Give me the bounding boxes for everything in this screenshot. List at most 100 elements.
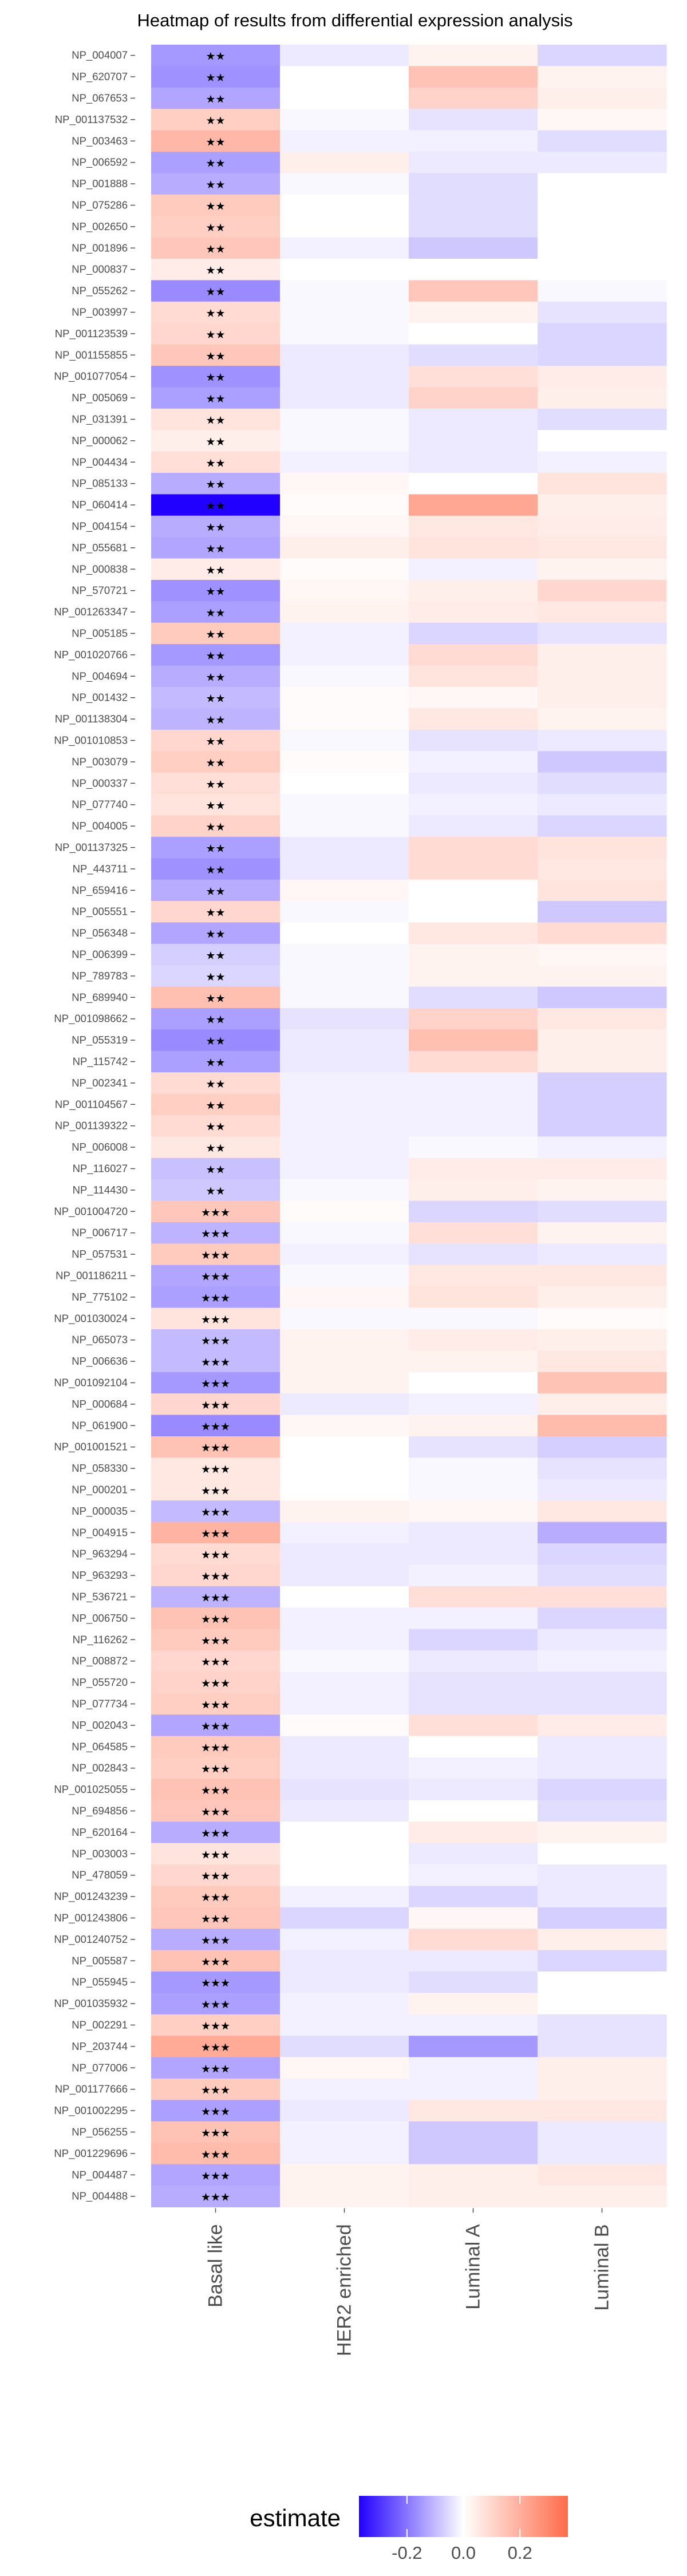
row-label: NP_536721 [72, 1591, 128, 1603]
heatmap-cell [538, 1415, 667, 1437]
heatmap-cell [409, 1222, 538, 1244]
row-label: NP_006399 [72, 949, 128, 961]
heatmap-cell [151, 1415, 281, 1437]
heatmap-cell [409, 430, 538, 452]
heatmap-cell [151, 237, 281, 259]
heatmap-cell [409, 858, 538, 880]
heatmap-cell [151, 537, 281, 559]
significance-label: ★★★ [201, 1613, 230, 1626]
heatmap-cell [538, 173, 667, 195]
heatmap-cell [409, 1714, 538, 1737]
row-label: NP_116262 [73, 1633, 128, 1646]
heatmap-cell [538, 1693, 667, 1715]
heatmap-cell [409, 216, 538, 238]
heatmap-cell [538, 2100, 667, 2122]
heatmap-cell [280, 1757, 409, 1779]
heatmap-cell [280, 45, 409, 66]
heatmap-cell [538, 2121, 667, 2143]
significance-label: ★★ [206, 479, 225, 491]
heatmap-cell [151, 1350, 281, 1373]
row-label: NP_060414 [72, 499, 128, 511]
heatmap-cell [538, 259, 667, 280]
heatmap-cell [280, 1115, 409, 1137]
heatmap-cell [280, 1179, 409, 1202]
heatmap-cell [151, 259, 281, 280]
heatmap-cell [280, 2121, 409, 2143]
heatmap-cell [538, 344, 667, 366]
significance-label: ★★ [206, 521, 225, 534]
significance-label: ★★★ [201, 1292, 230, 1305]
row-label: NP_963293 [72, 1569, 128, 1582]
heatmap-cell [280, 901, 409, 923]
heatmap-cell [538, 66, 667, 88]
significance-label: ★★★ [201, 1934, 230, 1947]
heatmap-cell [280, 152, 409, 173]
heatmap-cell [280, 173, 409, 195]
row-label: NP_077734 [72, 1698, 128, 1710]
row-label: NP_001896 [72, 242, 128, 254]
heatmap-cell [151, 1222, 281, 1244]
heatmap-cell [151, 1714, 281, 1737]
heatmap-cell [280, 1736, 409, 1758]
heatmap-cell [280, 1993, 409, 2015]
heatmap-cell [538, 2057, 667, 2079]
heatmap-cell [151, 1093, 281, 1116]
heatmap-cell [280, 1586, 409, 1608]
row-label: NP_005069 [72, 392, 128, 404]
heatmap-cell [409, 622, 538, 645]
significance-label: ★★★ [201, 1806, 230, 1819]
heatmap-cell [151, 1864, 281, 1886]
heatmap-cell [538, 879, 667, 902]
significance-label: ★★★ [201, 2084, 230, 2097]
row-label: NP_077006 [72, 2061, 128, 2074]
heatmap-cell [409, 1329, 538, 1351]
heatmap-cell [280, 772, 409, 795]
heatmap-cell [280, 515, 409, 538]
heatmap-cell [409, 1200, 538, 1223]
row-label: NP_003463 [72, 135, 128, 147]
significance-label: ★★ [206, 1014, 225, 1026]
row-label: NP_005185 [72, 627, 128, 640]
row-labels: NP_004007 NP_620707 NP_067653 NP_001137532 N… [54, 49, 135, 2203]
heatmap-cell [280, 430, 409, 452]
heatmap-cell [280, 109, 409, 131]
heatmap-cell [280, 1907, 409, 1929]
heatmap-cell [538, 451, 667, 473]
significance-label: ★★ [206, 500, 225, 512]
heatmap-cell [280, 986, 409, 1009]
heatmap-cell [280, 1929, 409, 1951]
heatmap-cell [538, 494, 667, 516]
row-label: NP_000062 [72, 434, 128, 447]
heatmap-cell [538, 301, 667, 323]
heatmap-cell [280, 1864, 409, 1886]
heatmap-cell [280, 387, 409, 409]
row-label: NP_064585 [72, 1740, 128, 1753]
heatmap-cell [538, 408, 667, 430]
heatmap-cell [151, 729, 281, 752]
heatmap-cell [409, 965, 538, 987]
significance-label: ★★ [206, 286, 225, 298]
heatmap-cell [151, 87, 281, 109]
heatmap-cell [151, 2014, 281, 2036]
significance-label: ★★ [206, 843, 225, 855]
heatmap-cell [151, 708, 281, 730]
heatmap-cell [280, 194, 409, 216]
heatmap-cell [538, 280, 667, 302]
heatmap-cell [280, 1286, 409, 1309]
heatmap-cell [280, 708, 409, 730]
heatmap-cell [151, 858, 281, 880]
heatmap-cell [151, 1586, 281, 1608]
significance-label: ★★★ [201, 1549, 230, 1562]
heatmap-cell [280, 1157, 409, 1180]
significance-label: ★★★ [201, 1485, 230, 1498]
heatmap-cell [409, 1907, 538, 1929]
heatmap-cell [538, 430, 667, 452]
significance-label: ★★ [206, 136, 225, 148]
significance-label: ★★ [206, 971, 225, 983]
heatmap-cell [409, 2014, 538, 2036]
color-legend: estimate -0.2 0.0 0.2 [250, 2496, 568, 2563]
heatmap-cell [409, 1843, 538, 1865]
significance-label: ★★ [206, 693, 225, 705]
heatmap-cell [280, 1415, 409, 1437]
heatmap-cell [538, 794, 667, 816]
